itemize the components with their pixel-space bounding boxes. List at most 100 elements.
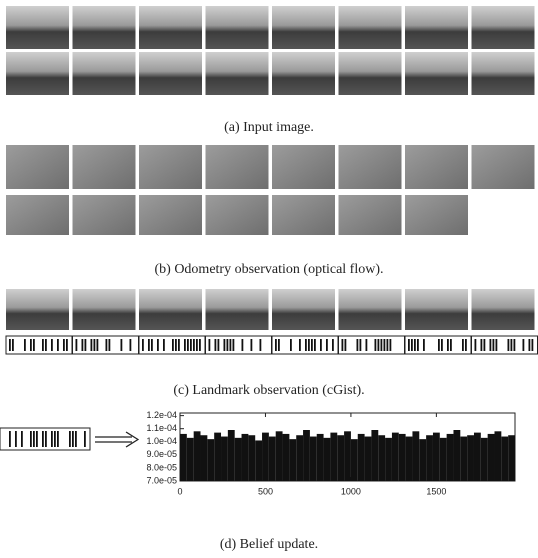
- barcode-bar: [447, 339, 449, 351]
- barcode-bar: [45, 431, 47, 447]
- x-tick-label: 1500: [426, 486, 446, 496]
- barcode-bar: [381, 339, 383, 351]
- thumbnail: [339, 195, 402, 235]
- barcode-bar: [36, 431, 38, 447]
- barcode-bar: [493, 339, 495, 351]
- barcode-bar: [438, 339, 440, 351]
- barcode-bar: [66, 339, 68, 351]
- barcode-bar: [308, 339, 310, 351]
- bar: [460, 437, 467, 481]
- thumbnail: [139, 6, 202, 49]
- bar: [440, 438, 447, 481]
- barcode-frame: [6, 336, 72, 354]
- bar: [378, 435, 385, 481]
- barcode-bar: [275, 339, 277, 351]
- y-tick-label: 1.0e-04: [146, 436, 177, 446]
- barcode-bar: [42, 339, 44, 351]
- bar: [501, 437, 508, 481]
- bar: [310, 437, 317, 481]
- bar: [283, 434, 290, 481]
- barcode-bar: [193, 339, 195, 351]
- bar: [214, 433, 221, 481]
- thumbnail: [139, 289, 202, 330]
- barcode-bar: [51, 431, 53, 447]
- thumbnail: [206, 145, 269, 189]
- thumbnail: [472, 289, 535, 330]
- barcode-bar: [94, 339, 96, 351]
- thumbnail: [472, 52, 535, 95]
- barcode-bar: [462, 339, 464, 351]
- thumbnail: [6, 289, 69, 330]
- barcode-bar: [345, 339, 347, 351]
- barcode-bar: [218, 339, 220, 351]
- bar: [488, 434, 495, 481]
- bar: [399, 434, 406, 481]
- thumbnail: [272, 52, 335, 95]
- barcode-bar: [523, 339, 525, 351]
- barcode-bar: [148, 339, 150, 351]
- barcode-bar: [106, 339, 108, 351]
- bar: [481, 438, 488, 481]
- barcode-bar: [157, 339, 159, 351]
- bar: [474, 433, 481, 481]
- bar: [248, 435, 255, 481]
- bar: [235, 438, 242, 481]
- bar: [494, 431, 501, 481]
- barcode-bar: [63, 339, 65, 351]
- thumbnail: [472, 6, 535, 49]
- bar: [406, 437, 413, 481]
- bar: [262, 433, 269, 481]
- barcode-bar: [375, 339, 377, 351]
- bar: [187, 438, 194, 481]
- bar: [330, 433, 337, 481]
- barcode-bar: [224, 339, 226, 351]
- barcode-bar: [496, 339, 498, 351]
- barcode-bar: [290, 339, 292, 351]
- barcode-bar: [326, 339, 328, 351]
- thumbnail: [6, 52, 69, 95]
- page: (a) Input image. (b) Odometry observatio…: [0, 0, 538, 558]
- barcode-bar: [242, 339, 244, 351]
- barcode-bar: [408, 339, 410, 351]
- bar: [221, 437, 228, 481]
- thumbnail: [6, 6, 69, 49]
- thumbnail: [139, 145, 202, 189]
- bar: [324, 438, 331, 481]
- barcode-bar: [320, 339, 322, 351]
- barcode-bar: [417, 339, 419, 351]
- barcode-bar: [441, 339, 443, 351]
- barcode-bar: [76, 339, 78, 351]
- bar: [255, 440, 262, 481]
- barcode-bar: [9, 339, 11, 351]
- barcode-bar: [175, 339, 177, 351]
- y-tick-label: 1.1e-04: [146, 423, 177, 433]
- barcode-bar: [366, 339, 368, 351]
- barcode-bar: [30, 431, 32, 447]
- caption: (d) Belief update.: [220, 537, 318, 552]
- barcode-bar: [484, 339, 486, 351]
- thumbnail: [272, 289, 335, 330]
- bar: [337, 435, 344, 481]
- thumbnail: [139, 195, 202, 235]
- thumbnail: [405, 289, 468, 330]
- thumbnail: [339, 289, 402, 330]
- barcode-bar: [51, 339, 53, 351]
- barcode-bar: [190, 339, 192, 351]
- barcode-bar: [390, 339, 392, 351]
- y-tick-label: 9.0e-05: [146, 449, 177, 459]
- thumbnail: [139, 52, 202, 95]
- thumbnail: [339, 52, 402, 95]
- barcode-bar: [230, 339, 232, 351]
- barcode-bar: [21, 431, 23, 447]
- y-tick-label: 7.0e-05: [146, 475, 177, 485]
- barcode-bar: [332, 339, 334, 351]
- bar: [467, 435, 474, 481]
- barcode-bar: [465, 339, 467, 351]
- bar: [371, 430, 378, 481]
- barcode-bar: [85, 339, 87, 351]
- thumbnail: [472, 145, 535, 189]
- bar: [447, 434, 454, 481]
- barcode-bar: [532, 339, 534, 351]
- caption: (b) Odometry observation (optical flow).: [155, 262, 384, 277]
- thumbnail: [73, 52, 136, 95]
